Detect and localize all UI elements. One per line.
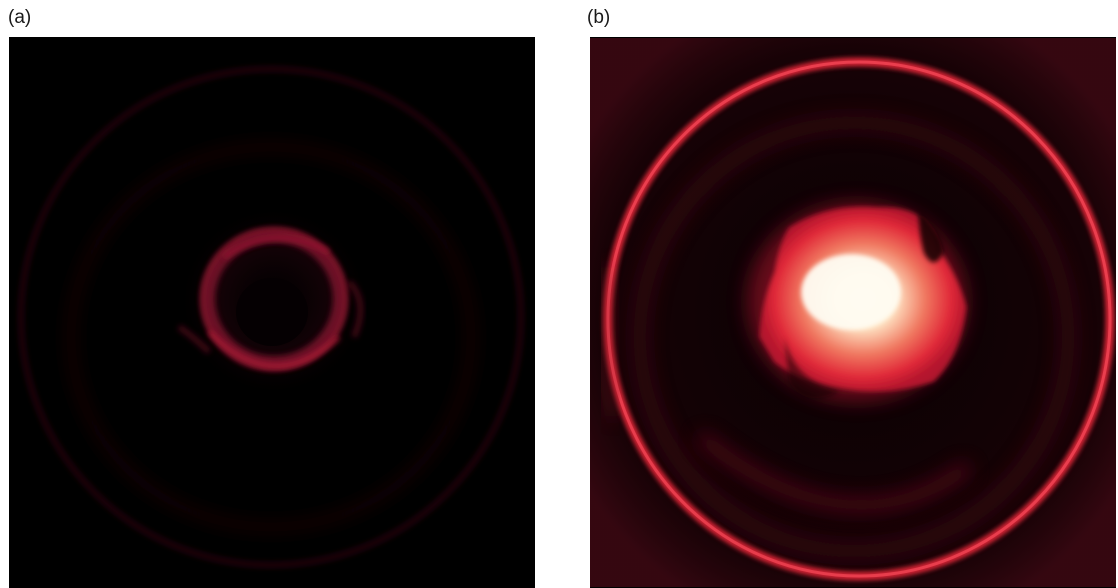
white-hot-center (801, 254, 901, 330)
panel-a-label: (a) (8, 7, 32, 28)
panel-b-image (590, 37, 1116, 588)
inner-dim-ring (631, 114, 1077, 560)
dark-core (236, 278, 308, 346)
panel-b-label: (b) (587, 7, 611, 28)
mid-ring (66, 142, 476, 532)
outer-ring (18, 66, 524, 568)
panel-a-photo (9, 37, 535, 588)
panel-b-photo (590, 38, 1116, 587)
panel-a-image (9, 37, 535, 588)
inner-ring (201, 228, 347, 370)
